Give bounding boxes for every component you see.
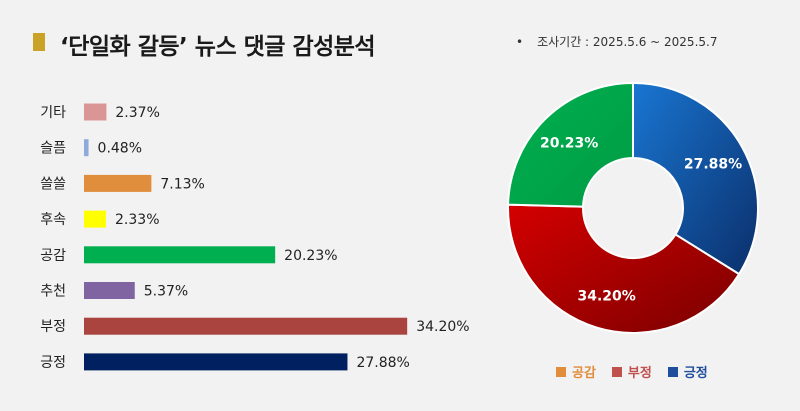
legend-item: 공감 (556, 362, 596, 381)
legend-swatch (556, 366, 566, 377)
legend-label: 공감 (572, 366, 596, 381)
donut-slice (507, 203, 741, 334)
legend-item: 부정 (611, 362, 652, 381)
bar-value-label: 0.48% (98, 141, 142, 157)
bar (84, 246, 276, 264)
bar-value-label: 5.37% (144, 284, 188, 300)
period-text: 조사기간 : 2025.5.6 ~ 2025.5.7 (537, 35, 718, 49)
bar-category-label: 부정 (40, 319, 66, 335)
donut-value-label: 34.20% (578, 289, 636, 305)
page-title: ‘단일화 갈등’ 뉴스 댓글 감성분석 (60, 34, 376, 60)
bar-category-label: 긍정 (40, 355, 66, 371)
sentiment-donut-chart: 27.88% 34.20% 20.23% (507, 81, 759, 334)
bar (84, 282, 135, 299)
donut-value-label: 27.88% (684, 157, 742, 173)
bar-category-label: 슬픔 (40, 141, 66, 157)
donut-value-label: 20.23% (540, 135, 598, 151)
bar (84, 174, 152, 192)
legend-label: 부정 (627, 366, 652, 381)
bar (84, 210, 107, 228)
bar (84, 103, 107, 121)
donut-slice (632, 81, 759, 276)
bar-value-label: 27.88% (356, 355, 409, 371)
legend-swatch (667, 366, 678, 377)
survey-period: • 조사기간 : 2025.5.6 ~ 2025.5.7 (516, 33, 717, 50)
bar-value-label: 7.13% (160, 176, 204, 192)
bar (84, 139, 89, 157)
bar-category-label: 공감 (40, 248, 66, 264)
sentiment-bar-chart: 기타 2.37% 슬픔 0.48% 쓸쓸 7.13% 후속 2.33% 공감 20.23% 추천 5.… (40, 103, 470, 371)
bar (84, 317, 408, 335)
period-bullet: • (516, 35, 524, 49)
bar-category-label: 쓸쓸 (40, 176, 66, 192)
bar (84, 353, 348, 371)
legend-label: 긍정 (683, 366, 708, 381)
bar-category-label: 후속 (40, 212, 66, 228)
bar-value-label: 20.23% (284, 248, 337, 264)
bar-category-label: 추천 (40, 284, 66, 300)
bar-value-label: 34.20% (416, 319, 469, 335)
bar-category-label: 기타 (40, 105, 66, 121)
legend-item: 긍정 (667, 362, 708, 381)
donut-slice (507, 81, 634, 208)
title-marker (33, 33, 45, 51)
bar-value-label: 2.33% (115, 212, 159, 228)
legend-swatch (611, 366, 622, 377)
bar-value-label: 2.37% (115, 105, 159, 121)
donut-legend: 공감 부정 긍정 (556, 362, 708, 381)
